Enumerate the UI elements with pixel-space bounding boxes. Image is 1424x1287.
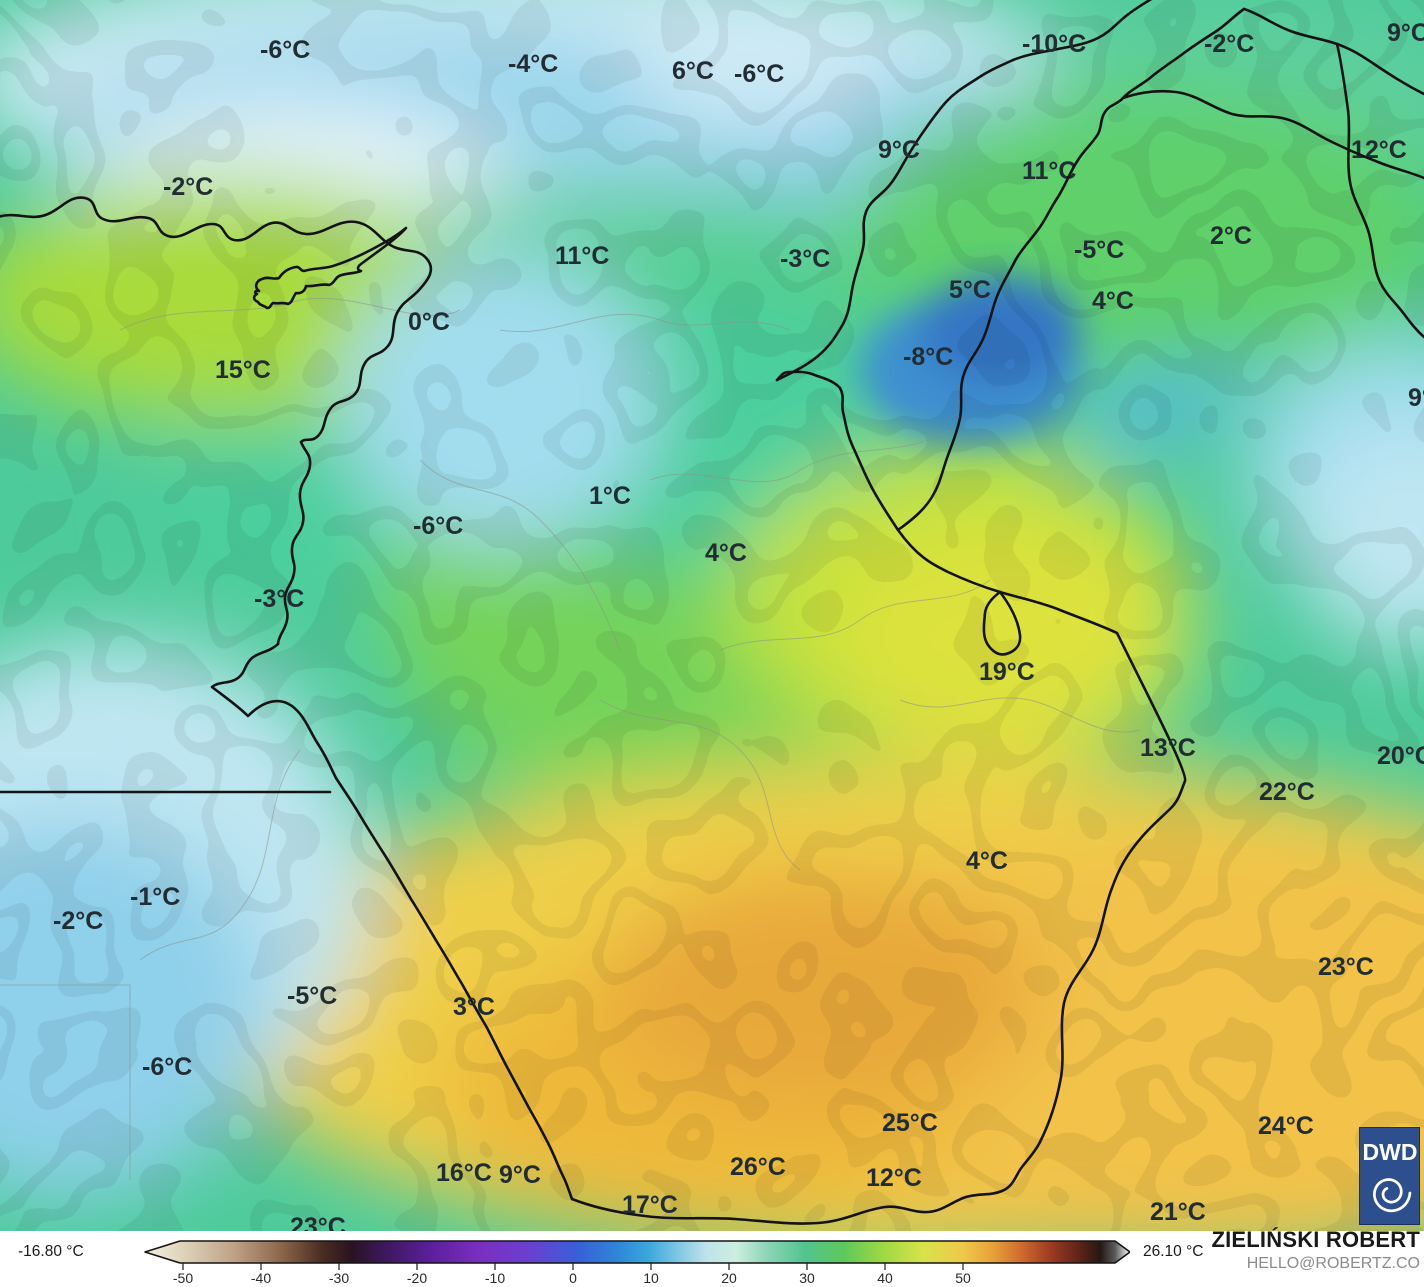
svg-text:5°C: 5°C [949,276,991,304]
svg-text:12°C: 12°C [866,1164,922,1192]
svg-text:-10: -10 [485,1270,505,1286]
svg-text:20: 20 [721,1270,737,1286]
svg-text:-6°C: -6°C [734,60,784,88]
svg-text:12°C: 12°C [1351,136,1407,164]
svg-text:25°C: 25°C [882,1109,938,1137]
svg-text:9°C: 9°C [1408,384,1424,412]
svg-text:10: 10 [643,1270,659,1286]
svg-text:-6°C: -6°C [260,36,310,64]
svg-text:-3°C: -3°C [254,585,304,613]
svg-text:16°C: 16°C [436,1159,492,1187]
svg-text:23°C: 23°C [290,1213,346,1231]
svg-text:9°C: 9°C [878,136,920,164]
svg-text:19°C: 19°C [979,658,1035,686]
svg-text:1°C: 1°C [589,482,631,510]
svg-text:9°C: 9°C [1387,19,1424,47]
svg-text:-30: -30 [329,1270,349,1286]
svg-text:40: 40 [877,1270,893,1286]
svg-text:24°C: 24°C [1258,1112,1314,1140]
svg-text:3°C: 3°C [453,993,495,1021]
svg-text:13°C: 13°C [1140,734,1196,762]
svg-text:11°C: 11°C [555,242,609,270]
svg-text:4°C: 4°C [1092,287,1134,315]
svg-text:-6°C: -6°C [413,512,463,540]
svg-text:-50: -50 [173,1270,193,1286]
svg-text:-40: -40 [251,1270,271,1286]
svg-text:6°C: 6°C [672,57,714,85]
svg-text:17°C: 17°C [622,1191,678,1219]
svg-text:-5°C: -5°C [1074,236,1124,264]
svg-text:-2°C: -2°C [53,907,103,935]
svg-text:11°C: 11°C [1022,157,1076,185]
svg-text:9°C: 9°C [499,1161,541,1189]
svg-text:20°C: 20°C [1377,742,1424,770]
svg-text:2°C: 2°C [1210,222,1252,250]
svg-text:-2°C: -2°C [163,173,213,201]
svg-text:4°C: 4°C [705,539,747,567]
svg-text:-20: -20 [407,1270,427,1286]
svg-text:-3°C: -3°C [780,245,830,273]
svg-text:-8°C: -8°C [903,343,953,371]
svg-text:15°C: 15°C [215,356,271,384]
svg-text:23°C: 23°C [1318,953,1374,981]
svg-text:50: 50 [955,1270,971,1286]
svg-text:0°C: 0°C [408,308,450,336]
svg-text:-4°C: -4°C [508,50,558,78]
svg-text:22°C: 22°C [1259,778,1315,806]
svg-text:21°C: 21°C [1150,1198,1206,1226]
svg-text:-1°C: -1°C [130,883,180,911]
svg-text:4°C: 4°C [966,847,1008,875]
svg-text:DWD: DWD [1363,1139,1418,1165]
svg-text:26°C: 26°C [730,1153,786,1181]
svg-text:0: 0 [569,1270,577,1286]
svg-text:30: 30 [799,1270,815,1286]
svg-text:-5°C: -5°C [287,982,337,1010]
svg-text:-6°C: -6°C [142,1053,192,1081]
svg-text:-10°C: -10°C [1022,30,1086,58]
